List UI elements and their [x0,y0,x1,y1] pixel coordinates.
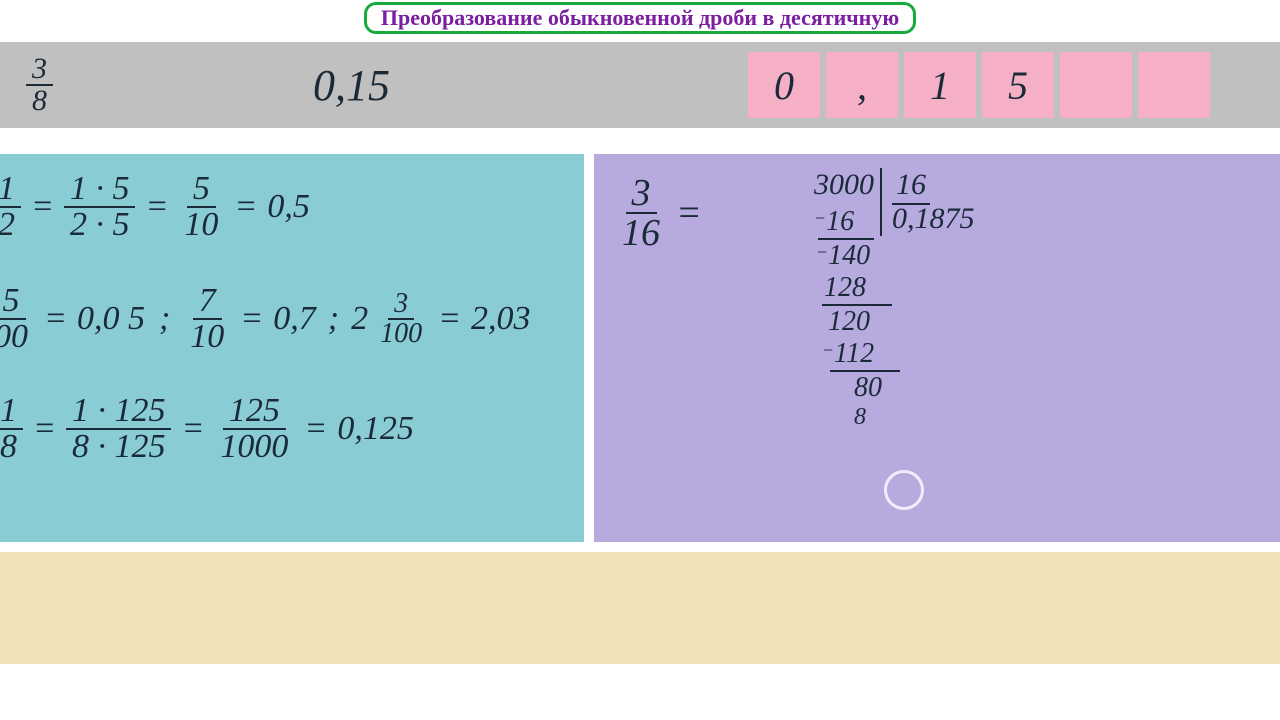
semicolon: ; [328,300,339,338]
semicolon: ; [159,300,170,338]
equals-sign: = [676,191,702,235]
equation-row: 12 = 1 · 52 · 5 = 510 = 0,5 [0,172,310,242]
equals-sign: = [33,410,56,448]
equation-row: 18 = 1 · 1258 · 125 = 1251000 = 0,125 [0,394,414,464]
equation-row: 500 = 0,0 5 ; 710 = 0,7 ; 2 3100 = 2,03 [0,284,531,354]
num: 1 · 125 [66,394,172,430]
divisor: 16 [892,168,930,205]
topbar-fraction: 3 8 [26,54,53,116]
value: 2,03 [471,300,531,338]
digit-cell[interactable]: 5 [982,52,1054,118]
num: 1 [0,172,21,208]
cursor-icon [884,470,924,510]
division-step: 80 [854,372,882,403]
digit-cell[interactable]: , [826,52,898,118]
equals-sign: = [304,410,327,448]
digit-cell[interactable]: 0 [748,52,820,118]
value: 0,7 [273,300,316,338]
den: 00 [0,320,34,354]
den: 10 [184,320,230,354]
top-bar: 3 8 0,15 0 , 1 5 [0,42,1280,128]
digit-cell[interactable]: 1 [904,52,976,118]
page-title: Преобразование обыкновенной дроби в деся… [364,2,916,34]
digit-cells: 0 , 1 5 [748,52,1210,118]
den: 2 · 5 [64,208,136,242]
num: 1 [0,394,23,430]
division-step: 16 [826,206,854,237]
num: 7 [193,284,222,320]
value: 0,125 [337,410,414,448]
den: 8 · 125 [66,430,172,464]
value: 0,5 [267,188,310,226]
den: 100 [374,320,428,348]
equals-sign: = [438,300,461,338]
bottom-strip [0,552,1280,664]
division-step: 112 [834,338,874,369]
num: 1 · 5 [64,172,136,208]
topbar-decimal: 0,15 [313,60,390,111]
den: 16 [616,214,666,252]
fraction-numerator: 3 [26,54,53,86]
equals-sign: = [44,300,67,338]
division-step: 128 [824,272,866,303]
digit-cell[interactable] [1138,52,1210,118]
digit-cell[interactable] [1060,52,1132,118]
num: 5 [187,172,216,208]
den: 10 [178,208,224,242]
equals-sign: = [181,410,204,448]
right-panel: 316 = 3000 16 0,1875 −16 −140 128 120 −1… [594,154,1280,542]
equals-sign: = [145,188,168,226]
value: 0,0 5 [77,300,145,338]
division-step: 140 [828,240,870,271]
num: 3 [626,174,657,214]
quotient: 0,1875 [892,202,975,235]
equals-sign: = [240,300,263,338]
den: 8 [0,430,23,464]
num: 5 [0,284,26,320]
den: 1000 [214,430,294,464]
num: 3 [388,290,414,320]
equals-sign: = [234,188,257,226]
long-division: 3000 16 0,1875 −16 −140 128 120 −112 80 … [814,168,975,431]
fraction-denominator: 8 [26,86,53,116]
equals-sign: = [31,188,54,226]
left-panel: 12 = 1 · 52 · 5 = 510 = 0,5 500 = 0,0 5 … [0,154,584,542]
num: 125 [223,394,286,430]
whole-part: 2 [351,300,368,338]
division-step: 8 [854,404,866,430]
den: 2 [0,208,21,242]
equation-row: 316 = [616,174,706,252]
division-step: 120 [828,306,870,337]
